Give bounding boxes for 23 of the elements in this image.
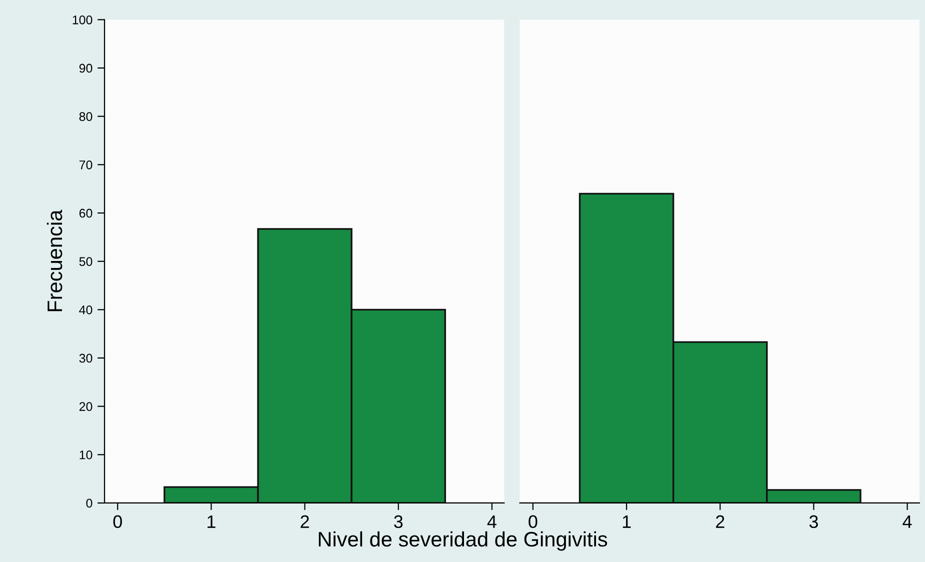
y-tick-label: 0 [86,498,92,508]
y-tick-label: 70 [79,160,92,170]
y-tick-label: 30 [79,354,92,363]
y-tick-label: 100 [72,15,92,24]
x-tick-label: 3 [394,515,403,528]
y-tick-label: 40 [79,305,92,314]
y-tick-label: 80 [79,112,92,121]
x-axis-title: Nivel de severidad de Gingivitis [318,531,608,551]
y-tick-label: 50 [79,257,92,266]
x-tick-label: 3 [809,515,818,528]
y-tick-label: 20 [79,402,92,411]
x-tick-label: 0 [113,515,122,528]
x-tick-label: 2 [300,515,309,528]
x-tick-label: 4 [902,515,912,528]
x-tick-label: 0 [528,515,538,528]
x-tick-label: 2 [716,515,724,528]
x-tick-label: 1 [622,515,631,528]
y-axis-title: Frecuencia [46,210,62,312]
y-tick-label: 10 [80,450,92,460]
y-tick-label: 60 [79,208,92,218]
y-tick-label: 90 [79,64,92,73]
x-tick-label: 1 [208,515,216,528]
x-tick-label: 4 [487,515,496,528]
